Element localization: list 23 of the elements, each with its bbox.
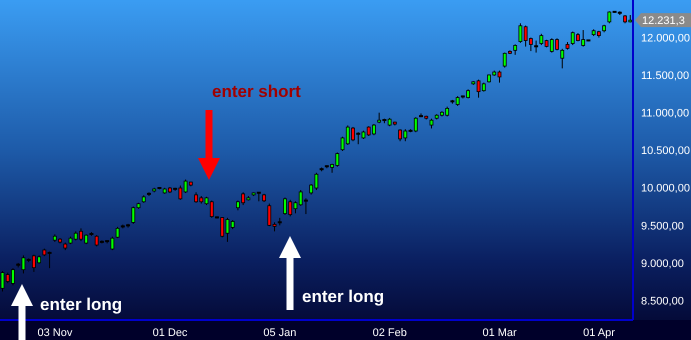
candlestick bbox=[560, 48, 564, 69]
y-tick-label: 9.000,00 bbox=[641, 258, 684, 270]
x-tick-label: 01 Mar bbox=[482, 326, 518, 339]
x-tick-label: 01 Apr bbox=[583, 326, 616, 339]
y-tick-label: 11.500,00 bbox=[641, 70, 690, 82]
x-tick-label: 03 Nov bbox=[38, 326, 73, 339]
text: 12.231,3 bbox=[642, 15, 685, 28]
annotation: enter long bbox=[302, 287, 384, 306]
y-tick-label: 8.500,00 bbox=[641, 295, 684, 308]
candlestick bbox=[534, 40, 538, 54]
candlestick bbox=[116, 226, 120, 239]
candlestick bbox=[430, 118, 434, 129]
x-tick-label: 01 Dec bbox=[152, 326, 188, 339]
y-tick-label: 11.000,00 bbox=[641, 108, 690, 120]
y-tick-label: 9.500,00 bbox=[641, 220, 684, 232]
candlestick bbox=[513, 44, 518, 56]
y-tick-label: 10.500,00 bbox=[641, 145, 690, 158]
y-tick-label: 10.000,00 bbox=[641, 182, 690, 195]
x-tick-label: 05 Jan bbox=[263, 326, 296, 339]
annotation: enter short bbox=[212, 82, 302, 101]
annotation: enter long bbox=[40, 295, 122, 314]
x-tick-label: 02 Feb bbox=[372, 326, 407, 339]
y-tick-label: 12.000,00 bbox=[641, 32, 690, 44]
